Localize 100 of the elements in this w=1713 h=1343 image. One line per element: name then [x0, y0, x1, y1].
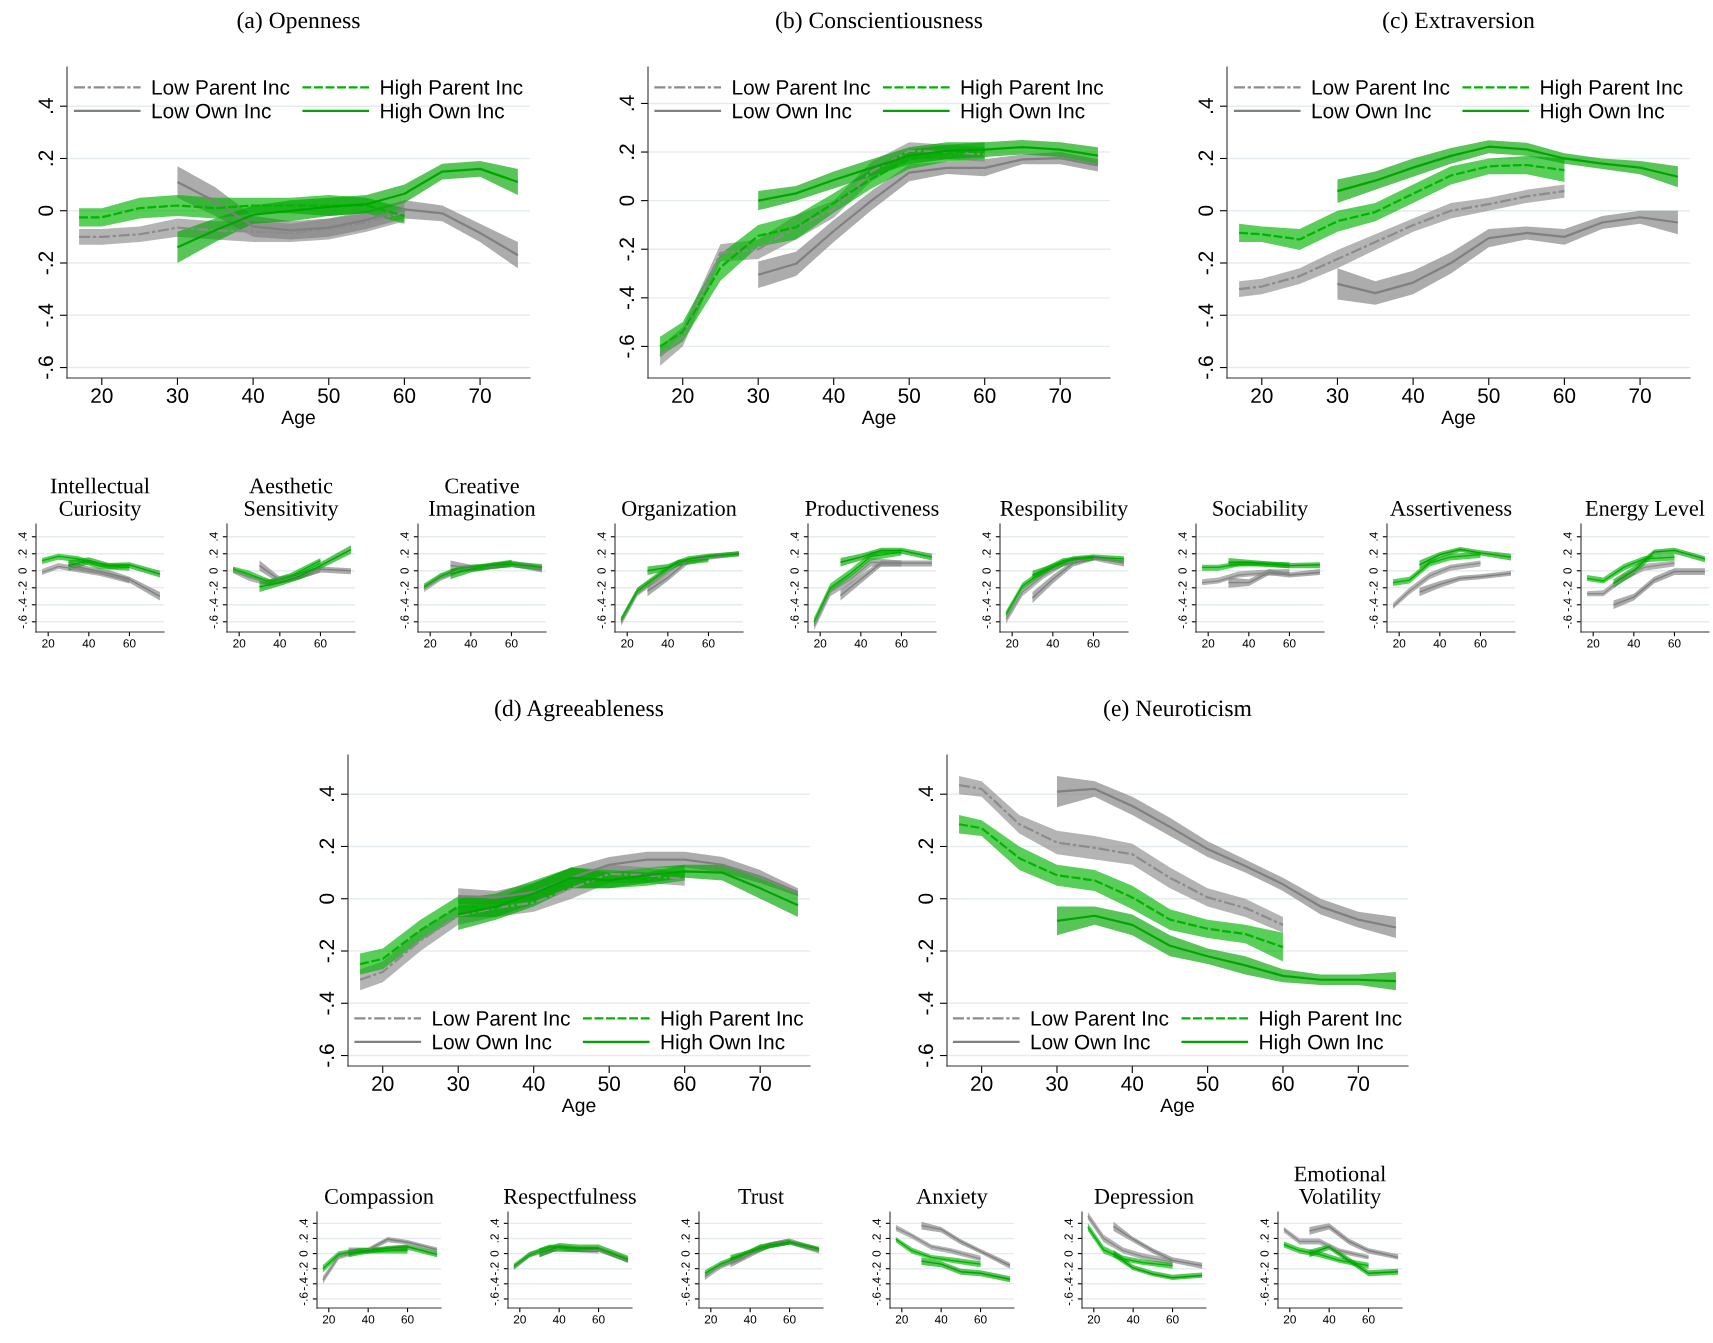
- y-tick-label: .2: [1064, 1234, 1073, 1243]
- y-tick-label: .4: [299, 1218, 308, 1228]
- x-tick-label: 20: [895, 1315, 908, 1324]
- chart-title: Respectfulness: [503, 1188, 636, 1209]
- chart-title: Intellectual Curiosity: [50, 477, 150, 521]
- x-tick-label: 60: [505, 639, 518, 648]
- x-tick-label: 60: [974, 1315, 987, 1324]
- x-tick-label: 20: [971, 1076, 993, 1092]
- x-tick-label: 40: [822, 388, 845, 404]
- y-tick-label: 0: [1369, 567, 1378, 574]
- y-tick-label: 0: [790, 567, 799, 574]
- y-tick-label: -.6: [209, 615, 218, 629]
- y-tick-label: -.4: [619, 286, 634, 310]
- x-tick-label: 60: [1668, 639, 1681, 648]
- legend-label: High Own Inc: [661, 1034, 785, 1054]
- y-tick-label: -.4: [1178, 598, 1187, 612]
- y-tick-label: -.2: [1369, 581, 1378, 595]
- x-tick-label: 60: [895, 639, 908, 648]
- x-tick-label: 60: [592, 1315, 605, 1324]
- y-tick-label: -.6: [982, 615, 991, 629]
- legend-label: High Parent Inc: [1541, 79, 1683, 99]
- x-tick-label: 40: [1627, 639, 1640, 648]
- y-tick-label: .4: [681, 1218, 690, 1228]
- y-tick-label: -.6: [1260, 1292, 1269, 1306]
- y-tick-label: .4: [1369, 532, 1378, 541]
- y-tick-label: .4: [1198, 98, 1213, 113]
- y-tick-label: -.4: [1369, 598, 1378, 612]
- y-tick-label: .4: [319, 786, 334, 801]
- legend-label: Low Parent Inc: [733, 80, 870, 95]
- legend-label: Low Parent Inc: [1312, 80, 1450, 95]
- y-tick-label: .2: [319, 838, 334, 854]
- chart-title: Sociability: [1213, 500, 1309, 521]
- y-tick-label: -.4: [918, 991, 933, 1015]
- x-tick-label: 60: [1087, 639, 1100, 648]
- y-tick-label: -.6: [319, 1044, 335, 1067]
- y-tick-label: 0: [619, 195, 635, 206]
- y-tick-label: .2: [597, 549, 606, 558]
- y-tick-label: -.2: [1563, 581, 1572, 595]
- x-tick-label: 20: [1251, 388, 1273, 404]
- x-tick-label: 60: [674, 1076, 696, 1092]
- x-tick-label: 20: [424, 639, 437, 648]
- y-tick-label: -.6: [597, 615, 606, 629]
- y-tick-label: -.4: [319, 991, 334, 1015]
- x-tick-label: 40: [743, 1315, 757, 1324]
- y-tick-label: -.6: [1369, 615, 1378, 629]
- y-tick-label: -.4: [790, 598, 799, 612]
- y-tick-label: .2: [400, 549, 409, 558]
- legend-label: Low Parent Inc: [1031, 1011, 1169, 1026]
- x-tick-label: 70: [1629, 388, 1651, 404]
- chart-title: (e) Neuroticism: [1104, 699, 1252, 722]
- x-tick-label: 60: [974, 388, 996, 404]
- legend-label: Low Parent Inc: [433, 1011, 570, 1026]
- y-tick-label: 0: [18, 567, 27, 574]
- y-tick-label: -.2: [1198, 251, 1213, 275]
- y-tick-label: -.2: [1178, 581, 1187, 595]
- y-tick-label: -.4: [1260, 1277, 1269, 1291]
- x-tick-label: 30: [747, 388, 769, 404]
- x-tick-label: 20: [621, 639, 634, 648]
- y-tick-label: .4: [872, 1218, 881, 1228]
- y-tick-label: 0: [319, 893, 335, 904]
- x-tick-label: 70: [1049, 388, 1071, 404]
- x-tick-label: 40: [1242, 639, 1255, 648]
- y-tick-label: 0: [681, 1250, 690, 1257]
- x-tick-label: 20: [42, 639, 55, 648]
- y-tick-label: -.2: [918, 939, 933, 963]
- x-axis-title: Age: [561, 1098, 596, 1117]
- y-tick-label: -.6: [18, 615, 27, 629]
- legend-label: High Parent Inc: [961, 79, 1104, 99]
- y-tick-label: .4: [1178, 532, 1187, 541]
- y-tick-label: -.6: [619, 335, 635, 358]
- y-tick-label: 0: [1563, 567, 1572, 574]
- x-tick-label: 20: [322, 1315, 335, 1324]
- legend-label: Low Own Inc: [733, 103, 852, 119]
- x-tick-label: 70: [469, 388, 491, 404]
- x-tick-label: 40: [934, 1315, 948, 1324]
- x-tick-label: 70: [749, 1076, 771, 1092]
- y-tick-label: 0: [1198, 205, 1214, 216]
- chart-title: Depression: [1094, 1188, 1194, 1209]
- x-tick-label: 40: [242, 388, 264, 404]
- y-tick-label: -.2: [982, 581, 991, 595]
- chart-title: (d) Agreeableness: [495, 699, 664, 722]
- y-tick-label: .2: [1260, 1234, 1269, 1243]
- y-tick-label: -.2: [597, 581, 606, 595]
- y-tick-label: -.4: [597, 598, 606, 612]
- y-tick-label: -.4: [1064, 1277, 1073, 1291]
- y-tick-label: -.6: [400, 615, 409, 629]
- x-tick-label: 40: [661, 639, 674, 648]
- y-tick-label: -.4: [1563, 598, 1572, 612]
- legend-label: High Parent Inc: [661, 1010, 804, 1030]
- x-tick-label: 40: [273, 639, 286, 648]
- x-tick-label: 40: [1046, 639, 1059, 648]
- y-tick-label: .2: [1198, 150, 1213, 166]
- y-tick-label: -.6: [1198, 356, 1214, 379]
- legend-label: Low Own Inc: [433, 1034, 552, 1050]
- y-tick-label: 0: [1178, 567, 1187, 574]
- x-tick-label: 60: [123, 639, 136, 648]
- y-tick-label: -.4: [982, 598, 991, 612]
- y-tick-label: .4: [18, 532, 27, 541]
- x-tick-label: 60: [1272, 1076, 1294, 1092]
- y-tick-label: -.4: [490, 1277, 499, 1291]
